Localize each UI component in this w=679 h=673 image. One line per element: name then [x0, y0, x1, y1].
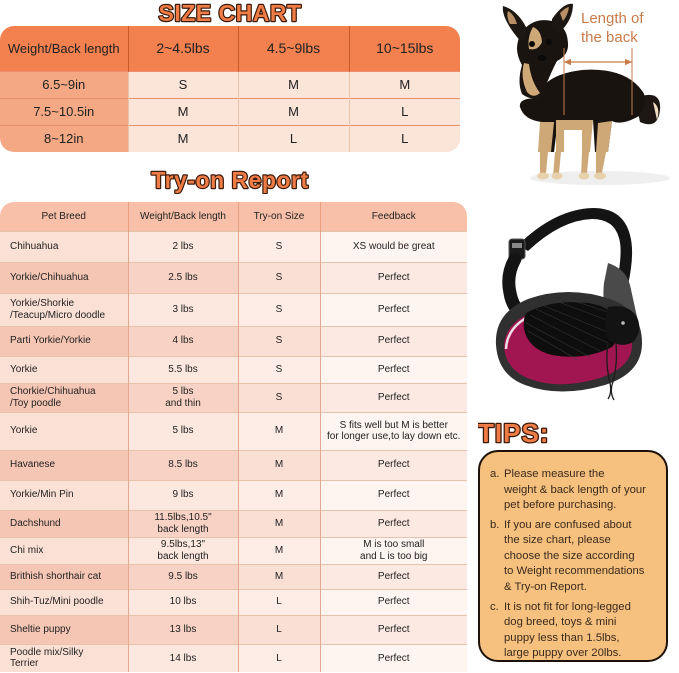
svg-text:TIPS:: TIPS: — [478, 418, 549, 448]
svg-text:SIZE CHART: SIZE CHART — [159, 1, 302, 26]
svg-text:Try-on Report: Try-on Report — [151, 168, 308, 193]
